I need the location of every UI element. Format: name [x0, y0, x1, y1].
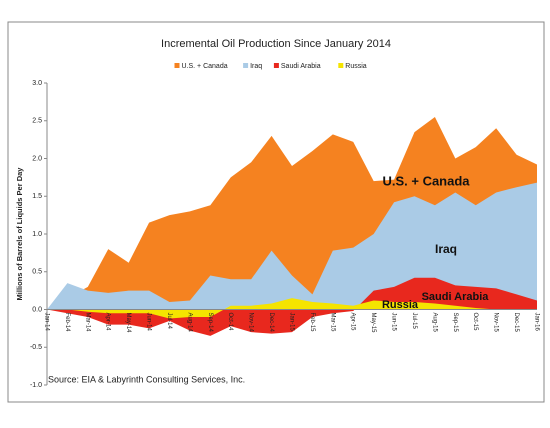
x-tick-label: May-15 — [370, 313, 376, 334]
x-tick-label: Jan-14 — [43, 313, 49, 332]
legend-label: Iraq — [250, 63, 262, 70]
legend-swatch — [174, 63, 180, 68]
y-tick-label: 1.5 — [32, 193, 42, 200]
series-annotation: U.S. + Canada — [382, 173, 470, 188]
legend-label: U.S. + Canada — [182, 63, 228, 70]
x-tick-label: Jun-15 — [391, 313, 397, 332]
y-tick-label: 3.0 — [32, 80, 42, 87]
y-tick-label: 0.0 — [32, 306, 42, 313]
x-tick-label: Mar-14 — [84, 313, 90, 333]
x-tick-label: Jan-15 — [288, 313, 294, 332]
x-tick-label: Dec-14 — [268, 313, 274, 333]
x-tick-label: Feb-14 — [64, 313, 70, 333]
legend-label: Saudi Arabia — [281, 63, 321, 70]
x-tick-label: Dec-15 — [513, 313, 519, 333]
legend-swatch — [338, 63, 344, 68]
x-tick-label: Aug-15 — [431, 313, 437, 333]
x-tick-label: Apr-15 — [350, 313, 356, 332]
x-tick-label: Aug-14 — [186, 313, 192, 333]
y-tick-label: 1.0 — [32, 231, 42, 238]
x-tick-label: Jul-15 — [411, 313, 417, 330]
x-tick-label: Oct-14 — [227, 313, 233, 332]
legend-swatch — [243, 63, 249, 68]
x-tick-label: Jan-16 — [533, 313, 539, 332]
y-axis-label: Millions of Barrels of Liquids Per Day — [15, 167, 24, 301]
x-tick-label: Nov-15 — [493, 313, 499, 333]
series-annotation: Iraq — [435, 242, 457, 256]
x-tick-label: May-14 — [125, 313, 131, 334]
x-tick-label: Sep-14 — [207, 313, 213, 333]
x-tick-label: Oct-15 — [472, 313, 478, 332]
area — [47, 277, 537, 336]
x-tick-label: Jun-14 — [146, 313, 152, 332]
x-tick-label: Jul-14 — [166, 313, 172, 330]
chart-title: Incremental Oil Production Since January… — [161, 38, 391, 50]
y-tick-label: 2.0 — [32, 155, 42, 162]
y-tick-label: -1.0 — [30, 382, 42, 389]
x-tick-label: Mar-15 — [329, 313, 335, 333]
source-note: Source: EIA & Labyrinth Consulting Servi… — [48, 374, 245, 384]
legend-label: Russia — [345, 63, 367, 70]
y-tick-label: -0.5 — [30, 344, 42, 351]
x-tick-label: Feb-15 — [309, 313, 315, 333]
x-tick-label: Sep-15 — [452, 313, 458, 333]
series-annotation: Russia — [382, 299, 419, 311]
y-tick-label: 2.5 — [32, 118, 42, 125]
x-tick-label: Nov-14 — [248, 313, 254, 333]
legend-swatch — [273, 63, 279, 68]
area — [47, 298, 537, 319]
series-annotation: Saudi Arabia — [422, 291, 490, 303]
x-tick-label: Apr-14 — [105, 313, 111, 332]
y-tick-label: 0.5 — [32, 269, 42, 276]
